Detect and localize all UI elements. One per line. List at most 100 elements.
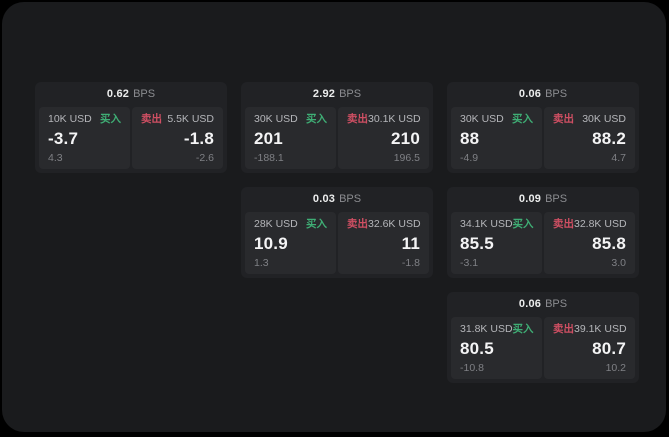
buy-quote-tile[interactable]: 31.8K USD 买入 80.5 -10.8	[451, 317, 542, 379]
sell-amount: 5.5K USD	[167, 113, 214, 125]
spread-value: 0.62	[106, 88, 130, 100]
buy-tile-top: 10K USD 买入	[48, 114, 121, 125]
buy-delta: -10.8	[460, 361, 484, 374]
sell-side-label: 卖出	[553, 113, 574, 125]
sell-tile-top: 卖出 5.5K USD	[141, 114, 214, 125]
spread-value: 0.03	[312, 193, 336, 205]
sell-delta: 3.0	[611, 256, 626, 269]
sell-side-label: 卖出	[347, 113, 368, 125]
sell-price: 11	[401, 234, 420, 253]
sell-side-label: 卖出	[141, 113, 162, 125]
sell-price: 210	[391, 129, 420, 148]
sell-side-label: 卖出	[553, 218, 574, 230]
buy-side-label: 买入	[306, 113, 327, 125]
quote-cards-grid: 0.62 BPS 10K USD 买入 -3.7 4.3 卖出 5.5K USD	[35, 82, 639, 383]
sell-tile-top: 卖出 30.1K USD	[347, 113, 421, 125]
buy-tile-top: 34.1K USD 买入	[460, 218, 534, 230]
sell-tile-top: 卖出 39.1K USD	[553, 323, 627, 335]
spread-value: 0.06	[518, 88, 542, 100]
quote-card: 0.03 BPS 28K USD 买入 10.9 1.3 卖出 32.6K US…	[241, 187, 433, 278]
buy-delta: -188.1	[254, 151, 284, 164]
quote-card: 0.09 BPS 34.1K USD 买入 85.5 -3.1 卖出 32.8K…	[447, 187, 639, 278]
buy-tile-top: 31.8K USD 买入	[460, 323, 534, 335]
quote-body: 31.8K USD 买入 80.5 -10.8 卖出 39.1K USD 80.…	[447, 317, 639, 383]
buy-amount: 28K USD	[254, 218, 298, 230]
buy-delta: 1.3	[254, 256, 269, 269]
spread-value: 2.92	[312, 88, 336, 100]
quote-body: 30K USD 买入 88 -4.9 卖出 30K USD 88.2 4.7	[447, 107, 639, 173]
sell-tile-top: 卖出 30K USD	[553, 114, 626, 125]
buy-delta: 4.3	[48, 151, 63, 164]
sell-amount: 30.1K USD	[368, 113, 421, 125]
spread-header: 2.92 BPS	[241, 82, 433, 107]
buy-amount: 31.8K USD	[460, 323, 513, 335]
quote-card: 0.62 BPS 10K USD 买入 -3.7 4.3 卖出 5.5K USD	[35, 82, 227, 173]
buy-price: 80.5	[460, 339, 494, 358]
spread-header: 0.03 BPS	[241, 187, 433, 212]
buy-amount: 30K USD	[254, 113, 298, 125]
spread-unit-label: BPS	[545, 298, 568, 310]
spread-unit-label: BPS	[545, 88, 568, 100]
quote-body: 10K USD 买入 -3.7 4.3 卖出 5.5K USD -1.8 -2.…	[35, 107, 227, 173]
buy-delta: -3.1	[460, 256, 479, 269]
sell-quote-tile[interactable]: 卖出 30K USD 88.2 4.7	[544, 107, 635, 169]
trading-panel: 0.62 BPS 10K USD 买入 -3.7 4.3 卖出 5.5K USD	[2, 2, 666, 432]
quote-body: 28K USD 买入 10.9 1.3 卖出 32.6K USD 11 -1.8	[241, 212, 433, 278]
spread-unit-label: BPS	[545, 193, 568, 205]
spread-value: 0.09	[518, 193, 542, 205]
sell-quote-tile[interactable]: 卖出 39.1K USD 80.7 10.2	[544, 317, 635, 379]
buy-quote-tile[interactable]: 34.1K USD 买入 85.5 -3.1	[451, 212, 542, 274]
buy-side-label: 买入	[512, 323, 534, 335]
sell-quote-tile[interactable]: 卖出 32.8K USD 85.8 3.0	[544, 212, 635, 274]
buy-tile-top: 30K USD 买入	[460, 114, 533, 125]
quote-card: 0.06 BPS 31.8K USD 买入 80.5 -10.8 卖出 39.1…	[447, 292, 639, 383]
buy-quote-tile[interactable]: 28K USD 买入 10.9 1.3	[245, 212, 336, 274]
sell-delta: -1.8	[401, 256, 420, 269]
sell-tile-top: 卖出 32.8K USD	[553, 218, 627, 230]
buy-side-label: 买入	[512, 113, 533, 125]
buy-price: 88	[460, 129, 480, 148]
sell-amount: 39.1K USD	[574, 323, 627, 335]
sell-delta: 10.2	[605, 361, 626, 374]
spread-header: 0.06 BPS	[447, 82, 639, 107]
spread-header: 0.62 BPS	[35, 82, 227, 107]
sell-price: 80.7	[592, 339, 626, 358]
sell-price: 85.8	[592, 234, 626, 253]
sell-side-label: 卖出	[553, 323, 574, 335]
sell-price: -1.8	[183, 129, 214, 148]
buy-quote-tile[interactable]: 10K USD 买入 -3.7 4.3	[39, 107, 130, 169]
spread-header: 0.09 BPS	[447, 187, 639, 212]
spread-header: 0.06 BPS	[447, 292, 639, 317]
buy-delta: -4.9	[460, 151, 479, 164]
sell-price: 88.2	[592, 129, 626, 148]
buy-price: -3.7	[48, 129, 79, 148]
quote-body: 34.1K USD 买入 85.5 -3.1 卖出 32.8K USD 85.8…	[447, 212, 639, 278]
spread-value: 0.06	[518, 298, 542, 310]
sell-tile-top: 卖出 32.6K USD	[347, 218, 421, 230]
quote-card: 0.06 BPS 30K USD 买入 88 -4.9 卖出 30K USD	[447, 82, 639, 173]
buy-side-label: 买入	[512, 218, 534, 230]
sell-delta: -2.6	[195, 151, 214, 164]
buy-side-label: 买入	[100, 113, 121, 125]
buy-quote-tile[interactable]: 30K USD 买入 201 -188.1	[245, 107, 336, 169]
buy-price: 85.5	[460, 234, 494, 253]
buy-amount: 34.1K USD	[460, 218, 513, 230]
buy-quote-tile[interactable]: 30K USD 买入 88 -4.9	[451, 107, 542, 169]
buy-amount: 10K USD	[48, 113, 92, 125]
sell-amount: 30K USD	[582, 113, 626, 125]
sell-amount: 32.8K USD	[574, 218, 627, 230]
sell-quote-tile[interactable]: 卖出 32.6K USD 11 -1.8	[338, 212, 429, 274]
buy-side-label: 买入	[306, 218, 327, 230]
buy-tile-top: 28K USD 买入	[254, 219, 327, 230]
sell-delta: 196.5	[393, 151, 420, 164]
sell-delta: 4.7	[611, 151, 626, 164]
buy-amount: 30K USD	[460, 113, 504, 125]
buy-price: 10.9	[254, 234, 288, 253]
spread-unit-label: BPS	[133, 88, 156, 100]
sell-side-label: 卖出	[347, 218, 368, 230]
spread-unit-label: BPS	[339, 88, 362, 100]
quote-card: 2.92 BPS 30K USD 买入 201 -188.1 卖出 30.1K …	[241, 82, 433, 173]
sell-quote-tile[interactable]: 卖出 30.1K USD 210 196.5	[338, 107, 429, 169]
spread-unit-label: BPS	[339, 193, 362, 205]
sell-quote-tile[interactable]: 卖出 5.5K USD -1.8 -2.6	[132, 107, 223, 169]
